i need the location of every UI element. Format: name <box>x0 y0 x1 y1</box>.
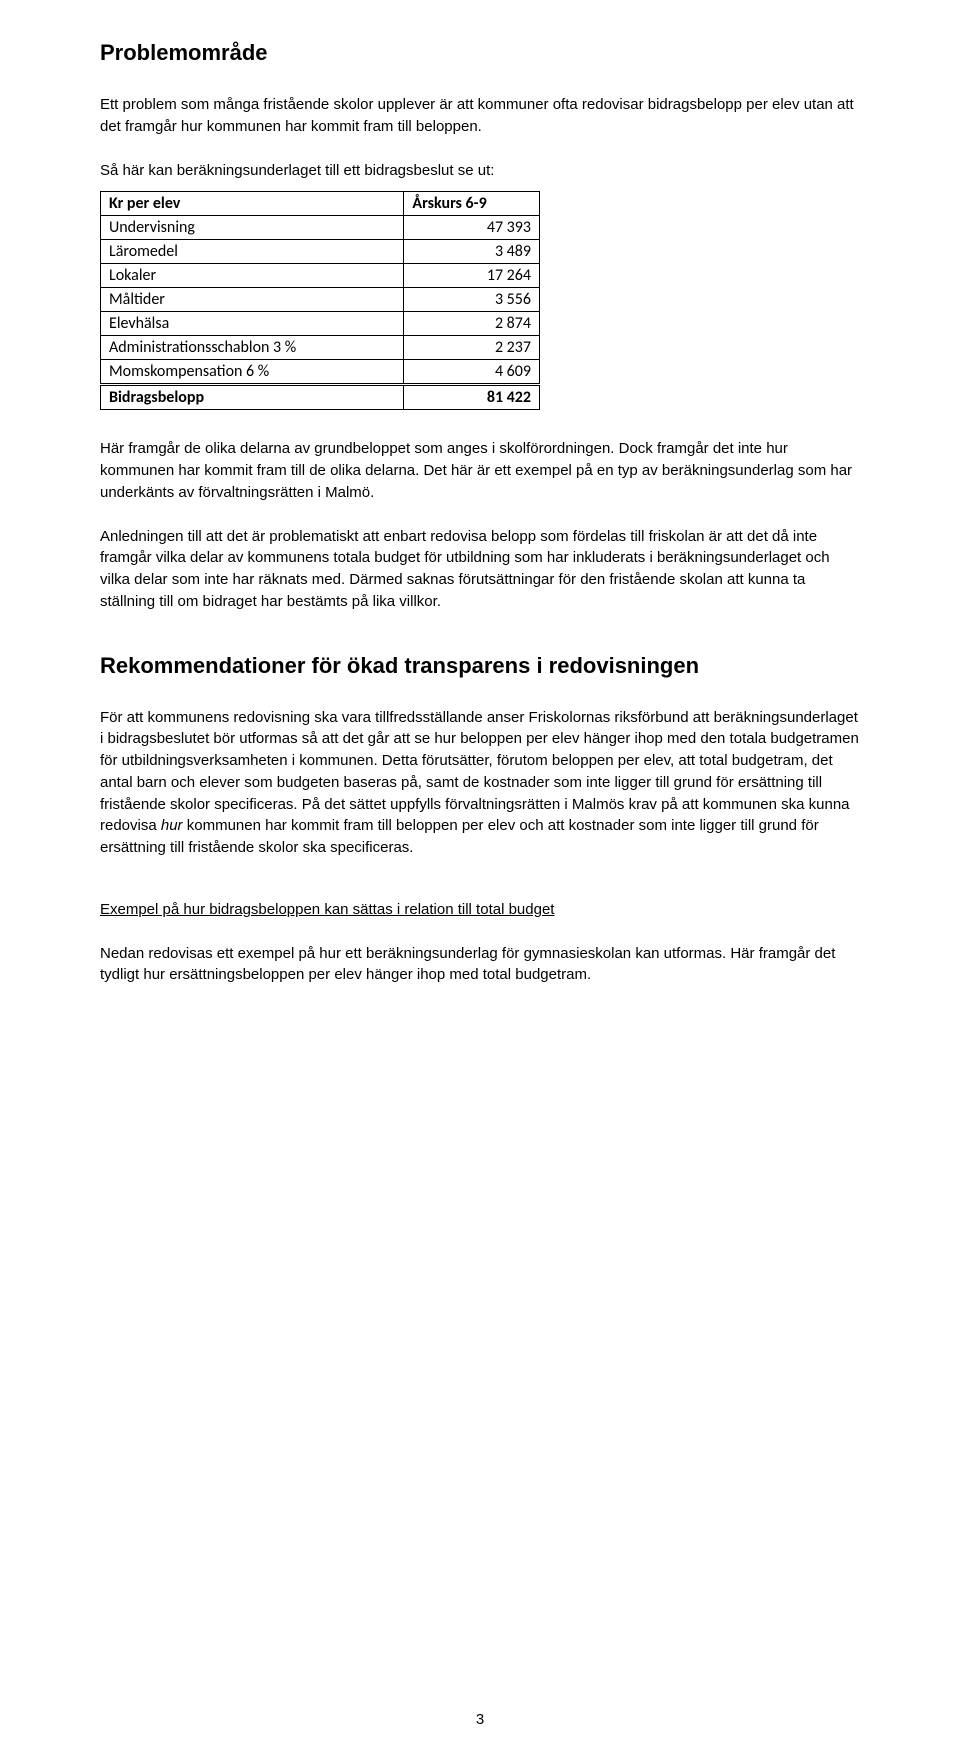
paragraph-recommendation-body: För att kommunens redovisning ska vara t… <box>100 707 860 859</box>
heading-recommendations: Rekommendationer för ökad transparens i … <box>100 653 860 679</box>
table-row: Måltider 3 556 <box>101 288 540 312</box>
table-cell-label: Läromedel <box>101 240 404 264</box>
table-header-row: Kr per elev Årskurs 6-9 <box>101 192 540 216</box>
table-row: Undervisning 47 393 <box>101 216 540 240</box>
table-cell-value: 3 489 <box>404 240 540 264</box>
paragraph-example-intro: Nedan redovisas ett exempel på hur ett b… <box>100 943 860 987</box>
table-row: Läromedel 3 489 <box>101 240 540 264</box>
table-total-row: Bidragsbelopp 81 422 <box>101 385 540 410</box>
paragraph-table-intro: Så här kan beräkningsunderlaget till ett… <box>100 160 860 182</box>
page-number: 3 <box>0 1711 960 1728</box>
paragraph-problem-intro: Ett problem som många fristående skolor … <box>100 94 860 138</box>
table-total-label: Bidragsbelopp <box>101 385 404 410</box>
table-row: Administrationsschablon 3 % 2 237 <box>101 336 540 360</box>
text-segment: För att kommunens redovisning ska vara t… <box>100 709 859 835</box>
table-row: Momskompensation 6 % 4 609 <box>101 360 540 385</box>
heading-problem-area: Problemområde <box>100 40 860 66</box>
table-header-col1: Kr per elev <box>101 192 404 216</box>
table-cell-label: Måltider <box>101 288 404 312</box>
table-cell-value: 4 609 <box>404 360 540 385</box>
document-page: Problemområde Ett problem som många fris… <box>0 0 960 1748</box>
table-cell-label: Administrationsschablon 3 % <box>101 336 404 360</box>
table-cell-value: 2 874 <box>404 312 540 336</box>
paragraph-table-explanation: Här framgår de olika delarna av grundbel… <box>100 438 860 503</box>
subheading-example: Exempel på hur bidragsbeloppen kan sätta… <box>100 899 860 921</box>
table-cell-label: Elevhälsa <box>101 312 404 336</box>
table-row: Lokaler 17 264 <box>101 264 540 288</box>
table-cell-value: 3 556 <box>404 288 540 312</box>
table-cell-value: 47 393 <box>404 216 540 240</box>
table-cell-label: Momskompensation 6 % <box>101 360 404 385</box>
table-cell-value: 2 237 <box>404 336 540 360</box>
table-cell-label: Lokaler <box>101 264 404 288</box>
text-segment: kommunen har kommit fram till beloppen p… <box>100 817 819 856</box>
paragraph-problem-reason: Anledningen till att det är problematisk… <box>100 526 860 613</box>
calculation-table: Kr per elev Årskurs 6-9 Undervisning 47 … <box>100 191 540 410</box>
table-cell-value: 17 264 <box>404 264 540 288</box>
table-total-value: 81 422 <box>404 385 540 410</box>
text-segment-italic: hur <box>161 817 183 834</box>
table-header-col2: Årskurs 6-9 <box>404 192 540 216</box>
table-row: Elevhälsa 2 874 <box>101 312 540 336</box>
table-cell-label: Undervisning <box>101 216 404 240</box>
